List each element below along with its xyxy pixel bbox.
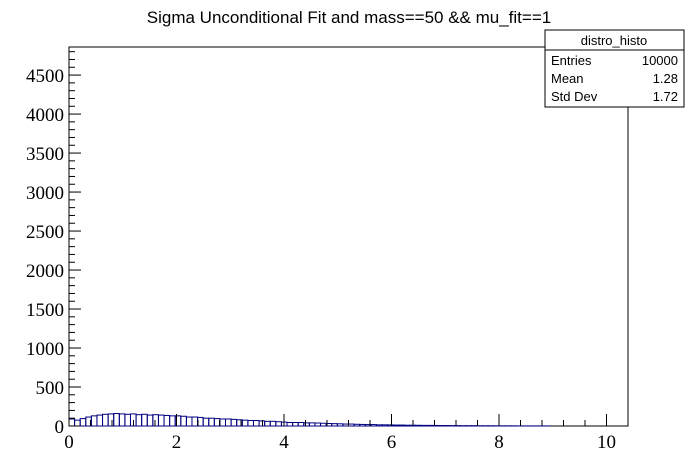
histogram-bin (431, 424, 439, 427)
histogram-bin (415, 424, 422, 427)
y-tick-label: 4500 (26, 66, 64, 87)
y-tick-label: 1500 (26, 300, 64, 321)
histogram-bin (398, 424, 405, 427)
y-tick-label: 3500 (26, 144, 64, 165)
histogram-bin (420, 424, 428, 427)
x-tick-label: 2 (172, 432, 182, 453)
y-tick-label: 2500 (26, 222, 64, 243)
stats-box-frame (544, 29, 685, 108)
plot-frame (68, 46, 629, 427)
y-tick-label: 4000 (26, 105, 64, 126)
y-tick-label: 0 (55, 417, 65, 438)
x-tick-label: 8 (494, 432, 504, 453)
histogram-layer (68, 413, 551, 427)
chart-title: Sigma Unconditional Fit and mass==50 && … (147, 8, 551, 27)
x-tick-label: 0 (64, 432, 74, 453)
stats-entries-value: 10000 (642, 53, 678, 68)
histogram-bin (403, 424, 411, 427)
axis-layer: 0 2 4 6 8 10 0 500 1000 1500 2000 2500 3000 3500 4000 4… (26, 51, 616, 453)
x-tick-label: 10 (597, 432, 616, 453)
stats-stddev-label: Std Dev (551, 89, 598, 104)
x-tick-label: 4 (279, 432, 289, 453)
stats-box: distro_histo Entries 10000 Mean 1.28 Std… (544, 29, 685, 108)
y-tick-label: 1000 (26, 339, 64, 360)
y-tick-label: 500 (36, 378, 65, 399)
y-tick-label: 3000 (26, 183, 64, 204)
x-tick-label: 6 (387, 432, 397, 453)
stats-mean-value: 1.28 (653, 71, 678, 86)
stats-stddev-value: 1.72 (653, 89, 678, 104)
stats-entries-label: Entries (551, 53, 592, 68)
stats-box-name: distro_histo (581, 33, 647, 48)
stats-mean-label: Mean (551, 71, 584, 86)
histogram-bin (426, 424, 433, 427)
y-tick-label: 2000 (26, 261, 64, 282)
histogram-bin (392, 424, 400, 427)
